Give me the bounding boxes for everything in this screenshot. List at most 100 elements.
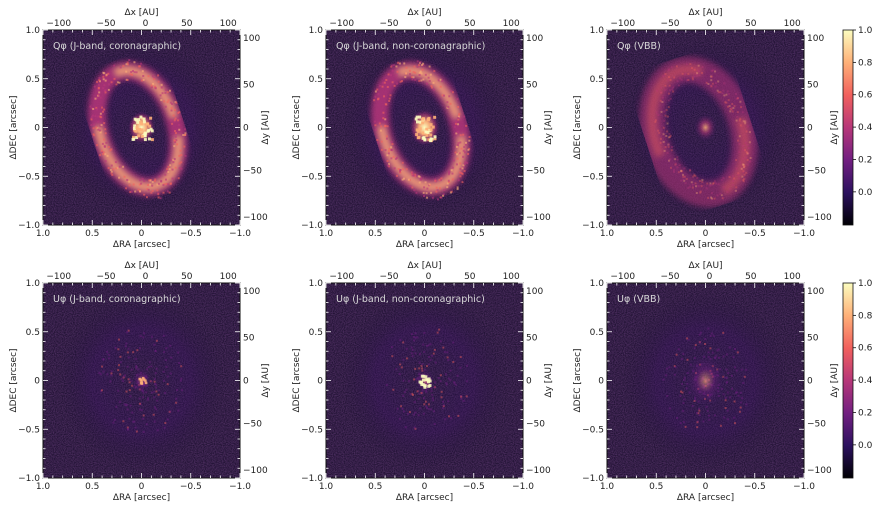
colorbar-tick-label: 0.8 [858,311,873,321]
x-tick-label: 0 [422,229,428,239]
top-tick-label: 0 [707,272,713,282]
right-axis-title: Δy [AU] [261,363,271,397]
x-tick-label: −0.5 [180,482,202,492]
top-tick-label: 0 [426,272,432,282]
panel-image [607,283,804,478]
colorbar-axis-title: Δy [AU] [830,110,840,144]
y-tick-label: 0 [598,377,604,387]
colorbar-tick-label: 0.0 [858,441,873,451]
y-tick-label: 0 [598,124,604,134]
top-tick-label: 50 [745,272,757,282]
panel-label: Uφ (J-band, non-coronagraphic) [336,294,485,305]
panel-3: Qφ (VBB)1.0 0.5 0 −0.5 −1.01.00.50−0.5−1.0−1… [573,8,832,250]
y-tick-label: −1.0 [301,221,323,231]
x-tick-label: 0.5 [368,482,382,492]
tick-marks [606,29,805,226]
x-axis-title: ΔRA [arcsec] [677,493,734,503]
x-tick-label: 0.5 [85,229,99,239]
top-tick-label: −50 [97,19,116,29]
disk-ring [88,61,188,196]
top-axis-title: Δx [AU] [407,8,441,18]
panel-image [43,283,240,478]
colorbar-axis-title: Δy [AU] [830,363,840,397]
y-tick-label: −0.5 [301,425,323,435]
x-axis-title: ΔRA [arcsec] [396,493,453,503]
y-tick-label: −1.0 [18,474,40,484]
right-tick-label: −100 [807,213,832,223]
colorbar-2: 1.0 0.8 0.6 0.4 0.2 0.0 Δy [AU] [830,279,873,479]
central-source [683,351,728,410]
x-tick-label: 1.0 [319,229,334,239]
right-tick-label: −50 [526,166,545,176]
right-axis-title: Δy [AU] [544,110,554,144]
y-axis-title: ΔDEC [arcsec] [9,95,19,159]
right-tick-label: 0 [526,124,532,134]
top-tick-label: 50 [464,272,476,282]
y-tick-label: −0.5 [18,425,40,435]
tick-marks [42,282,241,479]
x-tick-label: 0.5 [368,229,382,239]
top-tick-label: −50 [380,272,399,282]
colorbar-tick-label: 1.0 [858,26,873,36]
disk-ring [371,61,471,196]
x-axis-title: ΔRA [arcsec] [113,240,170,250]
y-tick-label: 0 [34,377,40,387]
top-tick-label: 0 [426,19,432,29]
right-tick-label: 0 [243,124,249,134]
y-tick-label: 1.0 [26,279,41,289]
y-tick-label: 1.0 [309,279,324,289]
x-tick-label: −1.0 [512,229,534,239]
colorbar-tick-label: 0.4 [858,376,873,386]
right-tick-label: −100 [807,466,832,476]
right-tick-label: −50 [243,166,262,176]
disk-ring [639,56,758,208]
y-tick-label: 0.5 [590,328,604,338]
top-axis-title: Δx [AU] [124,8,158,18]
y-tick-label: 1.0 [26,26,41,36]
top-tick-label: 0 [707,19,713,29]
right-tick-label: −100 [526,466,551,476]
x-tick-label: −1.0 [512,482,534,492]
x-tick-label: −1.0 [229,482,251,492]
y-tick-label: −0.5 [18,172,40,182]
x-tick-label: 0 [422,482,428,492]
x-axis-title: ΔRA [arcsec] [396,240,453,250]
right-tick-label: −50 [807,419,826,429]
x-tick-label: −0.5 [180,229,202,239]
panel-2: Qφ (J-band, non-coronagraphic) 1.0 0.5 0 −0.… [292,8,554,250]
panel-image [607,30,804,225]
panel-4: Uφ (J-band, coronagraphic) 1.0 0.5 0 −0.5 −1.… [9,261,271,503]
top-tick-label: −100 [46,272,71,282]
top-tick-label: 50 [745,19,757,29]
colorbar-tick-label: 0.8 [858,58,873,68]
right-tick-label: 0 [807,377,813,387]
y-tick-label: 0.5 [26,328,40,338]
tick-marks [42,29,241,226]
x-axis-title: ΔRA [arcsec] [113,493,170,503]
top-tick-label: 0 [143,272,149,282]
right-tick-label: 50 [526,334,538,344]
y-tick-label: 0.5 [26,75,40,85]
y-tick-label: −0.5 [582,172,604,182]
y-tick-label: 0.5 [309,328,323,338]
top-tick-label: −100 [610,19,635,29]
right-tick-label: −50 [807,166,826,176]
x-tick-label: −0.5 [463,482,485,492]
y-tick-label: 0.5 [590,75,604,85]
tick-marks [606,282,805,479]
top-tick-label: 100 [220,19,237,29]
x-tick-label: 1.0 [36,229,51,239]
top-tick-label: 50 [181,19,193,29]
top-tick-label: 0 [143,19,149,29]
right-tick-label: 0 [807,124,813,134]
colorbar-1: 1.0 0.8 0.6 0.4 0.2 0.0 Δy [AU] [830,26,873,226]
x-tick-label: 1.0 [319,482,334,492]
top-axis-title: Δx [AU] [124,261,158,271]
top-tick-label: −50 [661,19,680,29]
y-axis-title: ΔDEC [arcsec] [9,348,19,412]
colorbar-tick-label: 1.0 [858,279,873,289]
y-tick-label: 1.0 [590,26,605,36]
top-tick-label: −50 [380,19,399,29]
y-tick-label: 0 [34,124,40,134]
